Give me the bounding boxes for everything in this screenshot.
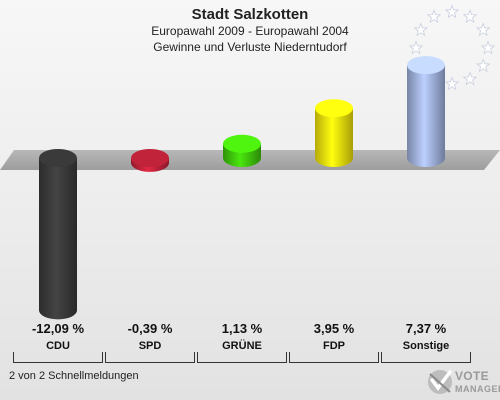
logo-text-vote: VOTE	[455, 369, 489, 383]
bar-body	[407, 65, 445, 167]
bar-cap	[407, 56, 445, 75]
category-label: GRÜNE	[222, 340, 262, 352]
bar-sonstige	[407, 56, 445, 167]
eu-star	[462, 9, 478, 24]
bar-cap	[39, 149, 77, 167]
category-bracket	[105, 352, 195, 363]
eu-star	[408, 40, 424, 55]
eu-star	[426, 9, 442, 24]
chart-subtitle-location: Gewinne und Verluste Niederntudorf	[153, 40, 347, 54]
category-bracket	[381, 352, 471, 363]
eu-star	[462, 71, 478, 86]
eu-stars-emblem	[408, 4, 496, 91]
bar-body	[315, 108, 353, 167]
eu-star	[413, 22, 429, 37]
value-label: 1,13 %	[221, 321, 263, 336]
value-label: 3,95 %	[313, 321, 355, 336]
votemanager-logo	[428, 370, 452, 394]
eu-star	[475, 58, 491, 73]
bar-cdu	[39, 149, 77, 320]
footer-status: 2 von 2 Schnellmeldungen	[9, 370, 139, 382]
bar-spd	[131, 149, 169, 172]
chart-subtitle: Europawahl 2009 - Europawahl 2004	[151, 24, 349, 38]
eu-star	[444, 4, 460, 19]
bar-body	[39, 158, 77, 320]
bar-cap	[315, 99, 353, 118]
category-bracket	[197, 352, 287, 363]
value-label: 7,37 %	[405, 321, 447, 336]
category-label: FDP	[323, 340, 345, 352]
category-bracket	[289, 352, 379, 363]
chart-title: Stadt Salzkotten	[191, 6, 309, 23]
bar-gruene	[223, 134, 261, 167]
category-label: Sonstige	[402, 340, 450, 352]
bar-cap	[131, 149, 169, 167]
eu-star	[444, 76, 460, 91]
category-label: SPD	[138, 340, 162, 352]
logo-text-manager: MANAGER	[455, 384, 500, 394]
category-bracket	[13, 352, 103, 363]
value-label: -0,39 %	[127, 321, 173, 336]
category-label: CDU	[46, 340, 70, 352]
value-label: -12,09 %	[31, 321, 85, 336]
bar-cap	[223, 134, 261, 153]
eu-star	[475, 22, 491, 37]
bar-fdp	[315, 99, 353, 167]
eu-star	[480, 40, 496, 55]
